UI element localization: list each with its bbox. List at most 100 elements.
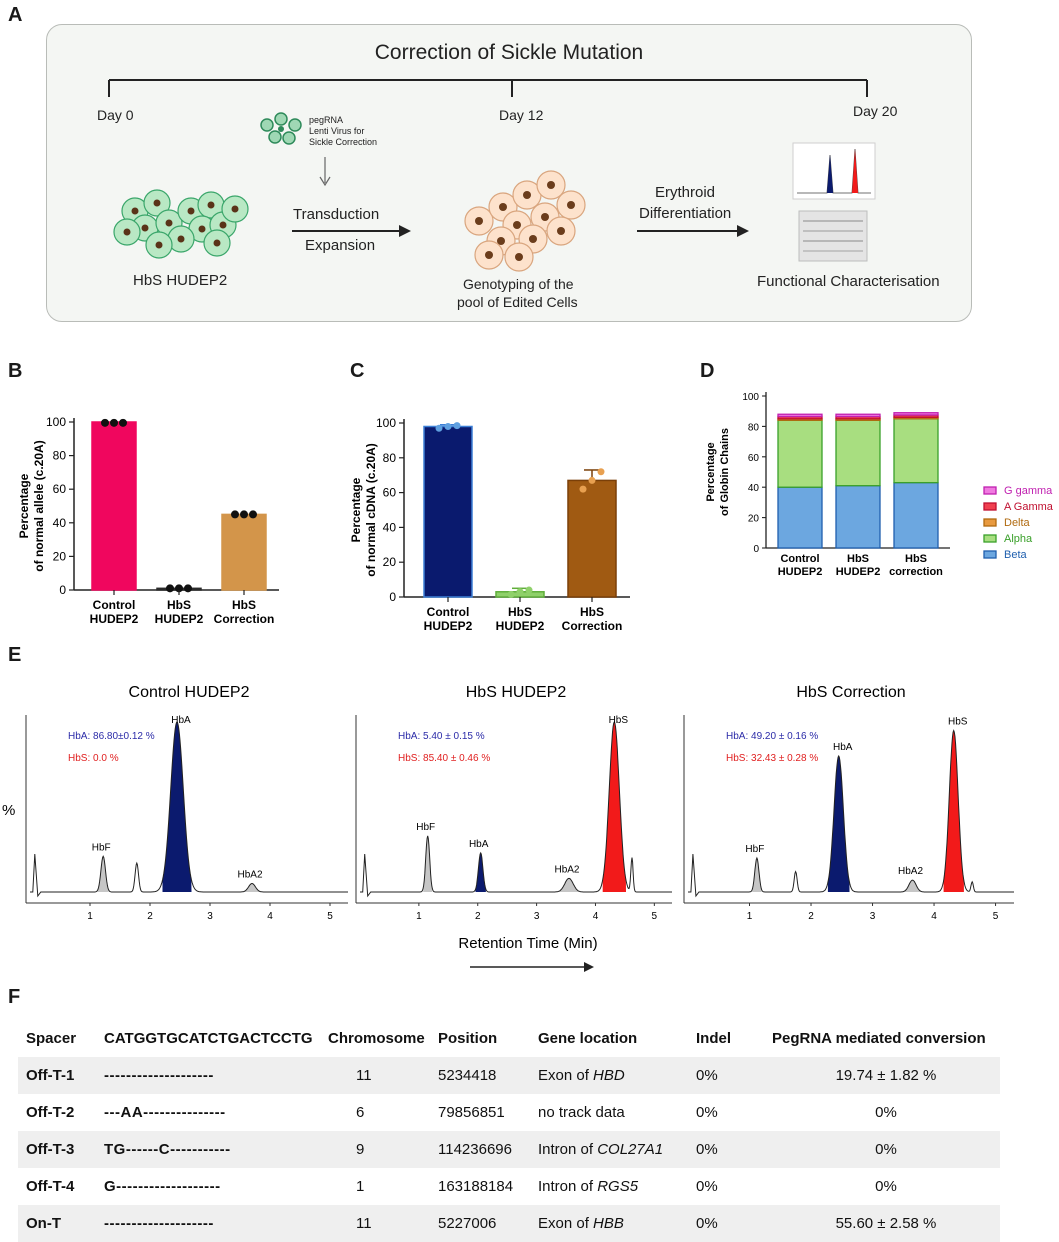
legend-label: Alpha [1004,533,1033,545]
x-tick-label: HUDEP2 [496,619,545,633]
gel-image-icon [798,210,868,262]
svg-text:of normal cDNA (c.20A): of normal cDNA (c.20A) [364,443,378,577]
x-tick-label: correction [889,566,943,578]
header-chromosome: Chromosome [328,1030,425,1047]
genotyping-label-line1: Genotyping of the [463,276,574,292]
hbs-hudep2-cells [113,189,249,259]
bar [221,513,267,591]
functional-characterisation-label: Functional Characterisation [757,273,940,290]
y-tick-label: 40 [53,516,67,530]
cell-position: 163188184 [438,1178,514,1195]
chart-d: Percentage of Globin Chains 0 20 40 60 80 100 Co… [705,392,1054,578]
cell-conversion: 55.60 ± 2.58 % [835,1215,937,1232]
x-tick-label: HbS [580,605,604,619]
cell-sequence: ---AA--------------- [104,1104,226,1121]
stacked-bar-segment [893,412,939,416]
cell-spacer: On-T [26,1215,61,1232]
stacked-bar-segment [777,486,823,549]
x-tick-label: HUDEP2 [836,566,881,578]
x-tick-label: 2 [147,911,153,922]
peak-label: HbF [745,844,764,855]
stacked-bar-segment [835,413,881,418]
y-tick-label: 80 [748,422,760,433]
x-tick-label: HbS [167,598,191,612]
data-point [588,476,596,484]
virus-label-line3: Sickle Correction [309,137,378,147]
x-tick-label: 3 [870,911,876,922]
table-row: Off-T-1 -------------------- 11 5234418 0% 19… [18,1057,1000,1094]
data-point [175,584,183,593]
x-tick-label: HbS [232,598,256,612]
x-axis-label: Retention Time (Min) [458,935,597,952]
cell-spacer: Off-T-3 [26,1141,75,1158]
chromatogram-trace [360,720,672,898]
panel-label-b: B [8,360,23,382]
x-tick-label: HUDEP2 [155,612,204,626]
erythroid-label: Erythroid [655,184,716,201]
data-point [507,590,515,598]
x-tick-label: 1 [416,911,422,922]
offtarget-table: Spacer CATGGTGCATCTGACTCCTG Chromosome P… [18,1020,1000,1242]
table-row: Off-T-4 G------------------- 1 163188184 0% 0… [18,1168,1000,1205]
virus-label-line1: pegRNA [309,115,344,125]
hbs-percentage: HbS: 85.40 ± 0.46 % [398,753,490,764]
peak-area [752,858,762,892]
peak-label: HbA [833,742,853,753]
x-tick-label: Control [427,605,470,619]
legend-label: Beta [1004,549,1028,561]
y-tick-label: 20 [53,549,67,563]
stacked-bar-segment [835,485,881,549]
cell-spacer: Off-T-2 [26,1104,75,1121]
y-axis-label: Percentage of Globin Chains [705,428,731,516]
cell-gene-location: no track data [538,1104,625,1121]
table-row: Off-T-2 ---AA--------------- 6 79856851 0% 0%… [18,1094,1000,1131]
x-tick-label: 5 [327,911,333,922]
data-point [597,468,605,476]
header-spacer: Spacer [26,1030,77,1047]
x-tick-label: 2 [475,911,481,922]
genotyping-label-line2: pool of Edited Cells [457,294,578,310]
header-conversion: PegRNA mediated conversion [772,1030,986,1047]
peak-area [244,883,260,892]
y-axis-label: Percentage of normal cDNA (c.20A) [349,443,378,577]
lentivirus-icon [260,112,302,145]
data-point [579,485,587,493]
x-tick-label: 5 [993,911,999,922]
cell-gene-location: Exon of HBB [538,1215,624,1232]
bar [91,421,137,591]
cell-sequence: -------------------- [104,1067,214,1084]
x-tick-label: 4 [267,911,273,922]
peak-area [827,756,850,892]
mini-chromatogram-icon [792,142,876,200]
header-position: Position [438,1030,498,1047]
hba-percentage: HbA: 86.80±0.12 % [68,731,155,742]
y-tick-label: 100 [742,392,759,403]
hbs-percentage: HbS: 0.0 % [68,753,119,764]
workflow-panel: Correction of Sickle Mutation [46,24,972,322]
y-tick-label: 20 [748,514,760,525]
time-arrow-head [584,962,594,972]
table-row: On-T -------------------- 11 5227006 0% 55.60… [18,1205,1000,1242]
y-tick-label: 60 [748,453,760,464]
cell-position: 114236696 [438,1141,512,1158]
peak-area [475,853,486,892]
panel-label-d: D [700,360,715,382]
y-tick-label: 60 [53,482,67,496]
x-tick-label: 3 [534,911,540,922]
x-tick-label: 1 [747,911,753,922]
data-point [101,418,109,427]
x-tick-label: 2 [808,911,814,922]
y-tick-label: 80 [383,451,397,465]
panel-label-e: E [8,644,22,666]
peak-label: HbA2 [898,866,923,877]
data-point [435,424,443,432]
data-point [184,584,192,593]
legend-label: G gamma [1004,485,1053,497]
x-tick-label: HbS [508,605,532,619]
cell-indel: 0% [696,1067,718,1084]
data-point [231,510,239,519]
cell-indel: 0% [696,1215,718,1232]
data-point [525,586,533,594]
virus-label-line2: Lenti Virus for [309,126,365,136]
cell-spacer: Off-T-4 [26,1178,75,1195]
